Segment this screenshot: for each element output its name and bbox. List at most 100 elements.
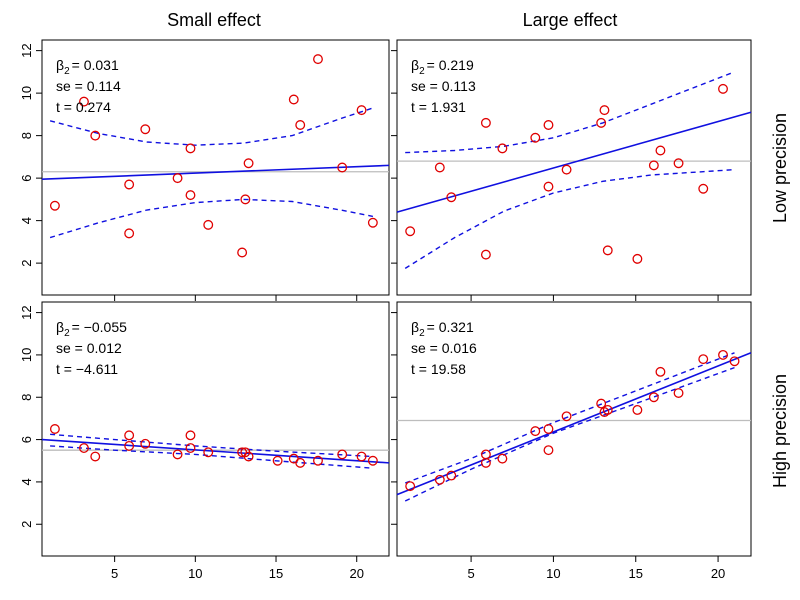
panel-frame [396,39,752,296]
column-title-large-effect: Large effect [523,10,618,30]
data-point [243,451,254,462]
y-tick-label: 2 [19,521,34,528]
t-annotation: t = 1.931 [411,99,466,115]
data-point [480,249,491,260]
data-point [698,183,709,194]
data-point [337,162,348,173]
data-point [79,443,89,454]
y-tick-label: 6 [19,175,34,182]
regression-line [41,438,390,464]
x-tick-label: 20 [711,566,725,581]
data-point [140,438,151,449]
data-point [185,143,196,154]
se-annotation: se = 0.114 [56,78,121,94]
data-point [497,143,508,154]
data-point [337,449,348,460]
data-point [602,405,613,415]
y-tick-label: 8 [19,394,34,401]
data-point [367,217,378,228]
x-tick-label: 15 [269,566,283,581]
beta-annotation: β2 = −0.055 [56,319,127,339]
data-point [543,181,554,192]
data-point [185,443,196,454]
beta-value: = 0.031 [72,57,119,73]
data-point [295,457,306,468]
data-point [313,54,323,65]
data-point [90,130,101,141]
data-point [124,440,135,451]
beta-symbol: β [56,319,64,335]
data-point [648,392,659,403]
data-point [673,158,684,169]
y-tick-label: 12 [19,305,34,319]
regression-line [396,111,752,213]
data-point [446,470,457,481]
x-tick-label: 10 [546,566,560,581]
regression-line [41,164,390,180]
data-point [530,426,541,437]
row-title-high-precision: High precision [770,374,790,488]
ci-upper-line [404,352,735,484]
data-point [203,219,214,230]
data-point [596,117,607,128]
x-tick-label: 20 [349,566,363,581]
data-point [543,120,554,130]
ci-upper-line [49,107,374,146]
t-annotation: t = −4.611 [56,361,118,377]
y-tick-label: 10 [19,348,34,362]
se-annotation: se = 0.113 [411,78,476,94]
beta-subscript: 2 [419,328,425,339]
data-point [543,424,554,434]
data-point [185,430,196,441]
data-point [434,162,445,173]
data-point [530,132,541,143]
data-point [480,117,491,128]
data-point [172,449,183,460]
y-tick-label: 10 [19,86,34,100]
y-tick-label: 2 [19,260,34,267]
panel-frame [396,301,752,557]
data-point [602,245,613,256]
t-annotation: t = 19.58 [411,361,466,377]
data-point [185,190,196,201]
x-tick-label: 15 [629,566,643,581]
row-title-low-precision: Low precision [770,113,790,223]
panel-frame [41,39,390,296]
ci-lower-line [49,198,374,239]
data-point [172,173,183,184]
data-point [356,105,367,116]
t-annotation: t = 0.274 [56,99,111,115]
data-point [124,179,135,190]
beta-value: = 0.219 [427,57,474,73]
beta-symbol: β [56,57,64,73]
x-tick-label: 5 [111,566,118,581]
data-point [140,124,151,135]
beta-value: = −0.055 [72,319,127,335]
data-point [49,200,60,211]
y-tick-label: 4 [19,478,34,485]
data-point [655,145,666,156]
data-point [49,424,60,434]
data-point [561,164,572,175]
ci-lower-line [50,445,373,469]
se-annotation: se = 0.012 [56,340,122,356]
data-point [295,120,306,130]
beta-annotation: β2 = 0.321 [411,319,474,339]
beta-symbol: β [411,57,419,73]
y-tick-label: 8 [19,132,34,139]
x-tick-label: 5 [467,566,474,581]
data-point [356,451,367,462]
data-point [79,96,89,107]
beta-annotation: β2 = 0.031 [56,57,119,77]
column-title-small-effect: Small effect [167,10,261,30]
ci-upper-line [405,71,735,154]
data-point [673,388,684,398]
ci-upper-line [50,433,373,458]
data-point [434,474,445,485]
